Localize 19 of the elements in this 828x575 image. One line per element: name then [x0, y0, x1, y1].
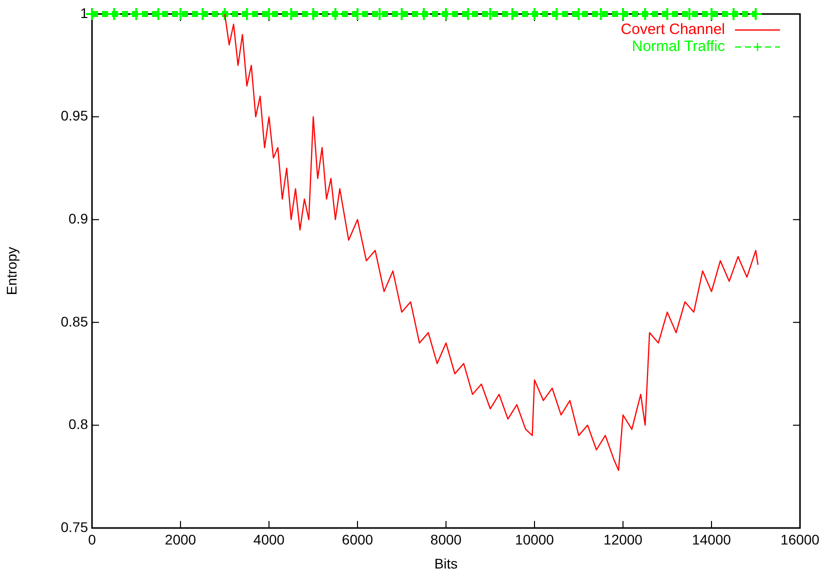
x-tick-label: 2000 [164, 531, 196, 548]
x-tick-label: 6000 [342, 531, 374, 548]
y-tick-label: 1 [80, 4, 88, 21]
y-tick-label: 0.8 [68, 416, 88, 432]
x-tick-label: 12000 [604, 531, 643, 548]
x-axis-title: Bits [434, 555, 458, 572]
y-tick-label: 0.75 [60, 518, 88, 535]
y-axis-title: Entropy [3, 246, 20, 296]
x-tick-label: 16000 [780, 531, 820, 548]
x-tick-label: 8000 [430, 531, 462, 548]
y-tick-label: 0.9 [68, 210, 88, 226]
y-tick-label: 0.85 [60, 313, 88, 330]
legend-label: Covert Channel [620, 21, 725, 38]
x-tick-label: 14000 [692, 531, 732, 548]
x-tick-label: 4000 [253, 531, 285, 548]
x-tick-label: 10000 [515, 531, 554, 548]
y-tick-label: 0.95 [60, 108, 88, 124]
x-tick-label: 0 [88, 531, 96, 548]
legend-label: Normal Traffic [632, 38, 726, 56]
